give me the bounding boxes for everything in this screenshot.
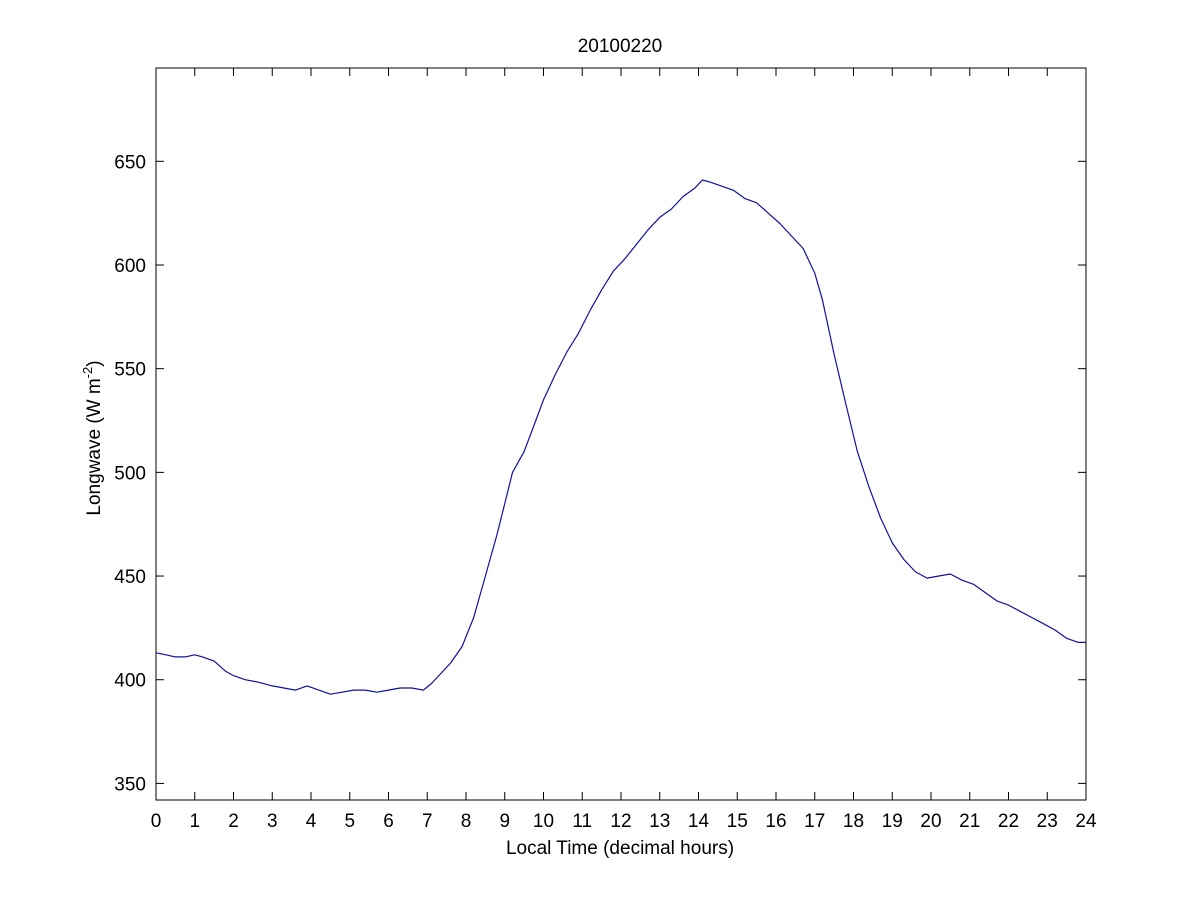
x-tick-label: 12 [610, 811, 631, 832]
x-axis-label: Local Time (decimal hours) [506, 838, 734, 859]
x-tick-label: 16 [765, 811, 786, 832]
x-tick-label: 0 [151, 811, 162, 832]
series-line [155, 179, 1086, 695]
x-tick-label: 4 [306, 811, 317, 832]
y-tick-label: 450 [114, 567, 146, 588]
y-axis-label-main: Longwave (W m [84, 378, 105, 515]
x-tick-label: 15 [727, 811, 748, 832]
y-axis: 350 400 450 500 550 600 650 [114, 152, 1086, 795]
x-tick-label: 11 [572, 811, 592, 832]
x-tick-label: 7 [422, 811, 433, 832]
x-tick-label: 1 [189, 811, 200, 832]
x-tick-label: 18 [843, 811, 864, 832]
x-tick-label: 22 [998, 811, 1019, 832]
x-axis: 0 1 2 3 4 5 6 7 8 9 10 11 12 13 14 15 16 17 18 19 20 21 22 23 24 [151, 68, 1097, 832]
x-tick-label: 14 [688, 811, 710, 832]
chart-title: 20100220 [578, 36, 663, 57]
x-tick-label: 10 [533, 811, 554, 832]
x-tick-label: 5 [344, 811, 355, 832]
y-tick-label: 400 [114, 671, 146, 692]
y-tick-label: 500 [114, 463, 146, 484]
y-axis-label: Longwave (W m-2) [80, 360, 105, 515]
x-tick-label: 8 [461, 811, 472, 832]
y-tick-label: 600 [114, 256, 146, 277]
y-axis-label-superscript: -2 [80, 367, 95, 379]
x-tick-label: 3 [267, 811, 278, 832]
x-tick-label: 6 [383, 811, 394, 832]
y-axis-label-close: ) [84, 360, 105, 366]
x-tick-label: 24 [1075, 811, 1097, 832]
y-tick-label: 350 [114, 774, 146, 795]
x-tick-label: 19 [882, 811, 903, 832]
x-tick-label: 9 [499, 811, 510, 832]
y-tick-label: 650 [114, 152, 146, 173]
x-tick-label: 17 [804, 811, 825, 832]
y-tick-label: 550 [114, 360, 146, 381]
x-tick-label: 13 [649, 811, 670, 832]
x-tick-label: 20 [920, 811, 941, 832]
x-tick-label: 2 [228, 811, 239, 832]
x-tick-label: 21 [959, 811, 980, 832]
x-tick-label: 23 [1037, 811, 1058, 832]
